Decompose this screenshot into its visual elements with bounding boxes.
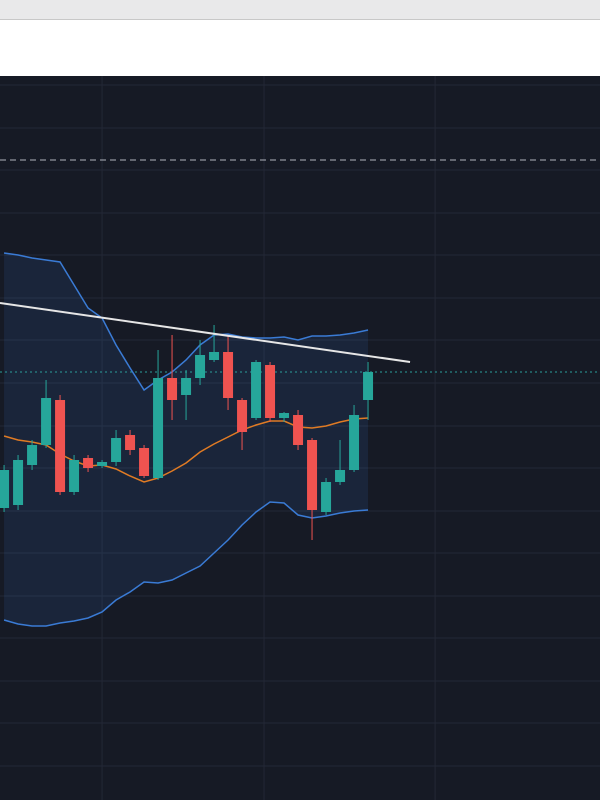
series-line — [3, 501, 369, 627]
candle-body — [349, 415, 360, 470]
browser-bar — [0, 0, 600, 20]
candle-body — [55, 400, 66, 492]
candle-body — [83, 458, 94, 468]
candle-body — [307, 440, 318, 510]
trendline — [0, 302, 411, 363]
candle-body — [363, 372, 374, 400]
candle-body — [195, 355, 206, 378]
candle-body — [265, 365, 276, 418]
candle-body — [321, 482, 332, 512]
candle-body — [223, 352, 234, 398]
series-line — [3, 252, 369, 392]
candle-body — [167, 378, 178, 400]
candle-body — [13, 460, 24, 505]
candle-body — [181, 378, 192, 395]
candle-body — [97, 462, 108, 466]
band-fill — [4, 253, 369, 626]
candle-body — [279, 413, 290, 418]
candle-body — [41, 398, 52, 445]
header-area — [0, 20, 600, 76]
candle-body — [209, 352, 220, 360]
candle-body — [153, 378, 164, 478]
candle-body — [111, 438, 122, 462]
candle-body — [69, 460, 80, 492]
candle-body — [125, 435, 136, 450]
candle-body — [335, 470, 346, 482]
candle-body — [27, 445, 38, 465]
candle-body — [237, 400, 248, 432]
candle-body — [251, 362, 262, 418]
candle-body — [0, 470, 10, 508]
candle-body — [139, 448, 150, 476]
candle-body — [293, 415, 304, 445]
